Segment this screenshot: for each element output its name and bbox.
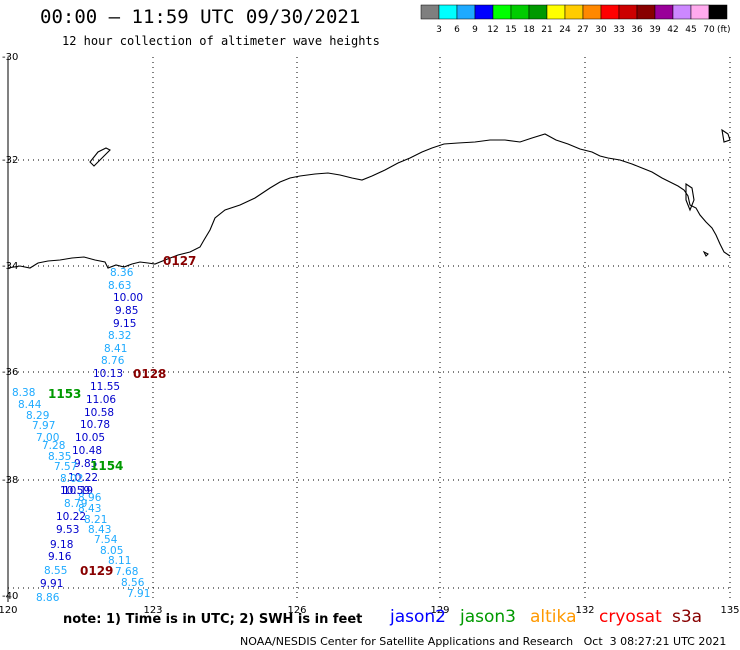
pass-time-labels: 0127 0128 1153 1154 0129 <box>48 254 196 578</box>
color-scale-tick: 39 <box>649 25 661 35</box>
map-title: 00:00 – 11:59 UTC 09/30/2021 <box>40 6 361 28</box>
wave-height-value: 10.48 <box>72 445 102 457</box>
latitude-label: -36 <box>2 367 18 378</box>
wave-height-value: 7.97 <box>32 420 55 432</box>
longitude-label: 123 <box>143 605 162 616</box>
color-scale-tick: 27 <box>577 25 588 35</box>
wave-height-value: 9.85 <box>115 305 138 317</box>
wave-height-value: 7.68 <box>115 566 138 578</box>
grid-lines <box>8 57 731 602</box>
latitude-label: -30 <box>2 52 18 63</box>
wave-height-value: 10.00 <box>113 292 143 304</box>
satellite-legend-jason2: jason2 <box>390 607 446 627</box>
wave-height-value: 8.44 <box>18 399 42 411</box>
color-scale-unit: (ft) <box>717 25 731 35</box>
pass-time-label: 0127 <box>163 254 196 268</box>
map-subtitle: 12 hour collection of altimeter wave hei… <box>62 34 380 48</box>
wave-height-value: 9.85 <box>74 458 97 470</box>
wave-height-value: 10.22 <box>56 511 86 523</box>
wave-height-value: 10.05 <box>75 432 105 444</box>
color-scale-tick: 9 <box>472 25 478 35</box>
wave-height-value: 8.41 <box>104 343 127 355</box>
wave-height-value: 8.86 <box>36 592 60 604</box>
satellite-legend-cryosat: cryosat <box>599 607 662 627</box>
latitude-label: -38 <box>2 475 18 486</box>
longitude-label: 129 <box>430 605 449 616</box>
color-scale-tick: 45 <box>685 25 696 35</box>
latitude-label: -34 <box>2 261 18 272</box>
satellite-legend-altika: altika <box>530 607 577 627</box>
color-scale-tick: 24 <box>559 25 571 35</box>
color-scale-tick: 30 <box>595 25 607 35</box>
color-swatch <box>708 4 728 20</box>
color-scale-tick: 70 <box>703 25 715 35</box>
footnote: note: 1) Time is in UTC; 2) SWH is in fe… <box>63 612 363 627</box>
wave-height-value: 8.36 <box>110 267 134 279</box>
wave-height-value: 8.35 <box>48 451 71 463</box>
color-scale-tick: 15 <box>505 25 516 35</box>
latitude-labels: -30 -32 -34 -36 -38 -40 <box>2 52 18 602</box>
wave-height-value: 8.21 <box>84 514 107 526</box>
wave-height-value: 8.11 <box>108 555 131 567</box>
longitude-labels: 120 123 126 129 132 135 <box>0 605 740 616</box>
longitude-label: 126 <box>287 605 306 616</box>
wave-height-value: 9.53 <box>56 524 79 536</box>
color-scale-tick: 3 <box>436 25 442 35</box>
satellite-legend-s3a: s3a <box>672 607 703 627</box>
longitude-label: 135 <box>720 605 739 616</box>
wave-height-value: 9.16 <box>48 551 72 563</box>
wave-height-value: 7.28 <box>42 440 65 452</box>
wave-height-value: 8.38 <box>12 387 35 399</box>
coastline <box>7 128 731 269</box>
longitude-label: 132 <box>575 605 594 616</box>
color-scale-tick: 42 <box>667 25 678 35</box>
wave-height-value: 8.55 <box>44 565 67 577</box>
wave-height-value: 10.19 <box>63 485 93 497</box>
wave-height-value: 8.29 <box>26 410 49 422</box>
color-scale-tick: 18 <box>523 25 535 35</box>
wave-height-value: 8.05 <box>100 545 123 557</box>
wave-height-value: 9.91 <box>40 578 63 590</box>
pass-time-label: 1153 <box>48 387 81 401</box>
color-scale-tick: 12 <box>487 25 498 35</box>
wave-height-value: 8.79 <box>64 498 87 510</box>
wave-height-labels: 8.368.6310.009.859.158.328.418.7610.1311… <box>12 267 150 604</box>
wave-height-value: 10.59 <box>60 485 90 497</box>
wave-height-value: 8.32 <box>108 330 131 342</box>
wave-height-value: 10.22 <box>68 472 98 484</box>
wave-height-value: 7.57 <box>54 461 77 473</box>
wave-height-value: 11.55 <box>90 381 120 393</box>
wave-height-value: 9.15 <box>113 318 136 330</box>
wave-height-value: 8.56 <box>121 577 145 589</box>
credit-line: NOAA/NESDIS Center for Satellite Applica… <box>240 635 727 648</box>
pass-time-label: 0128 <box>133 367 166 381</box>
wave-height-value: 8.43 <box>78 503 101 515</box>
wave-height-value: 7.54 <box>94 534 118 546</box>
satellite-legend-jason3: jason3 <box>460 607 516 627</box>
latitude-label: -40 <box>2 591 18 602</box>
wave-height-value: 10.78 <box>80 419 110 431</box>
wave-height-value: 10.13 <box>93 368 123 380</box>
color-scale-tick: 36 <box>631 25 643 35</box>
wave-height-value: 8.43 <box>88 524 111 536</box>
wave-height-value: 7.91 <box>127 588 150 600</box>
pass-time-label: 0129 <box>80 564 113 578</box>
latitude-label: -32 <box>2 155 18 166</box>
wave-height-value: 10.58 <box>84 407 114 419</box>
wave-height-value: 8.02 <box>60 473 83 485</box>
wave-height-value: 7.00 <box>36 432 59 444</box>
color-scale-tick: 6 <box>454 25 460 35</box>
wave-height-value: 9.18 <box>50 539 73 551</box>
color-scale-tick: 21 <box>541 25 552 35</box>
color-scale-legend: 3 6 9 12 15 18 21 24 27 30 33 36 39 42 45 70 (ft) <box>420 4 731 35</box>
wave-height-value: 8.63 <box>108 280 131 292</box>
pass-time-label: 1154 <box>90 459 123 473</box>
wave-height-value: 11.06 <box>86 394 116 406</box>
wave-height-value: 8.96 <box>78 492 102 504</box>
wave-height-value: 8.76 <box>101 355 125 367</box>
longitude-label: 120 <box>0 605 18 616</box>
color-scale-tick: 33 <box>613 25 624 35</box>
